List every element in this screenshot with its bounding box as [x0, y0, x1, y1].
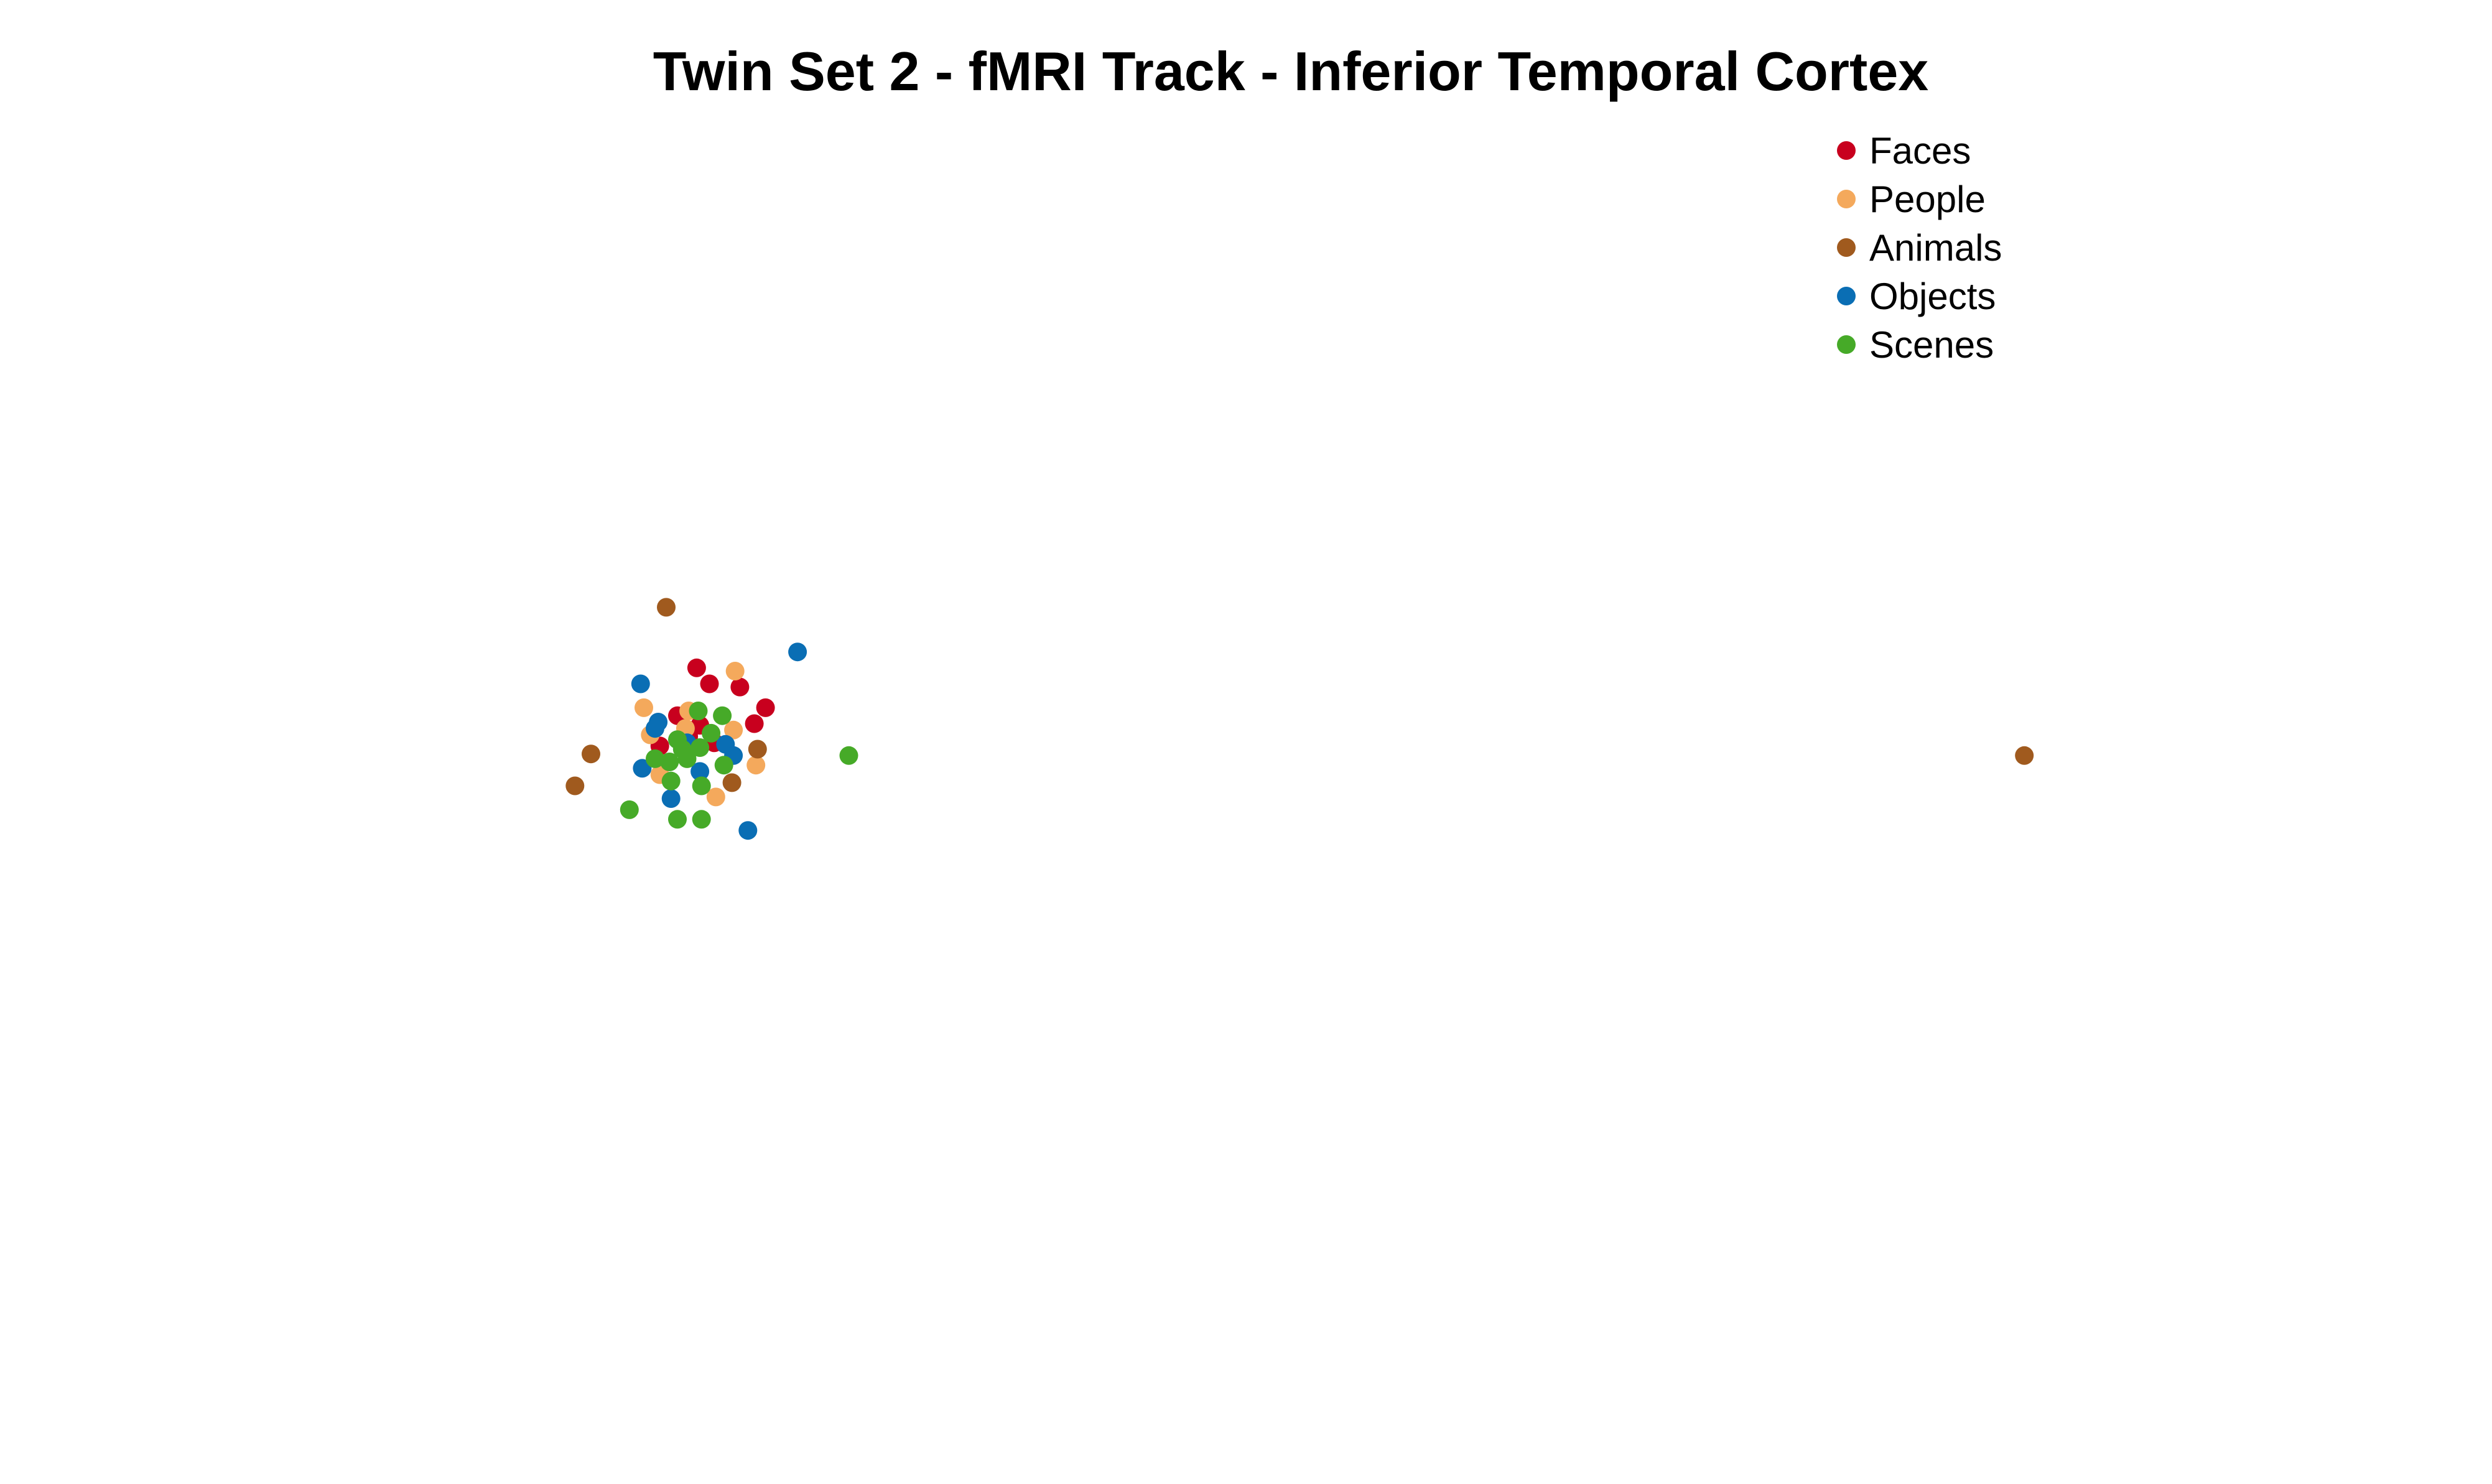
data-point-faces-0	[687, 658, 706, 677]
legend-label-faces: Faces	[1869, 130, 1971, 172]
legend-label-animals: Animals	[1869, 227, 2002, 269]
data-point-animals-5	[2015, 746, 2034, 765]
data-point-people-0	[725, 662, 745, 680]
data-point-animals-3	[748, 740, 767, 759]
data-point-faces-1	[700, 674, 719, 693]
data-point-scenes-2	[702, 723, 721, 743]
data-point-people-1	[635, 698, 653, 717]
data-point-people-5	[746, 756, 766, 775]
data-point-objects-6	[633, 759, 652, 778]
data-point-scenes-8	[714, 756, 733, 775]
data-point-objects-3	[646, 719, 664, 738]
data-point-objects-0	[788, 642, 807, 662]
chart-title: Twin Set 2 - fMRI Track - Inferior Tempo…	[653, 40, 1928, 102]
legend-label-objects: Objects	[1869, 276, 1996, 317]
data-point-scenes-1	[713, 706, 732, 725]
data-point-scenes-13	[668, 810, 687, 829]
legend-marker-people	[1837, 190, 1856, 208]
data-point-animals-2	[565, 776, 585, 795]
legend-label-people: People	[1869, 179, 1986, 220]
data-point-objects-1	[631, 674, 650, 693]
data-point-scenes-12	[620, 800, 639, 819]
data-point-scenes-14	[692, 810, 711, 829]
legend-label-scenes: Scenes	[1869, 324, 1994, 366]
data-point-faces-3	[756, 698, 775, 717]
data-point-objects-9	[738, 821, 758, 840]
legend-marker-scenes	[1837, 335, 1856, 354]
data-point-animals-0	[657, 598, 676, 617]
data-point-scenes-6	[660, 753, 679, 771]
data-point-faces-4	[745, 714, 764, 733]
data-point-scenes-7	[646, 749, 664, 768]
data-point-animals-1	[582, 744, 600, 764]
data-point-scenes-4	[690, 738, 710, 757]
data-point-scenes-15	[672, 740, 692, 759]
legend-marker-animals	[1837, 238, 1856, 257]
legend: Faces People Animals Objects Scenes	[1837, 130, 2002, 366]
data-point-scenes-0	[689, 702, 708, 720]
data-point-people-7	[706, 787, 725, 807]
data-point-faces-2	[730, 677, 750, 697]
data-point-scenes-10	[692, 776, 711, 795]
data-points	[565, 598, 2034, 840]
legend-marker-faces	[1837, 141, 1856, 160]
data-point-people-3	[724, 720, 743, 740]
data-point-scenes-11	[839, 746, 858, 765]
data-point-scenes-9	[661, 771, 681, 791]
data-point-objects-8	[661, 789, 681, 808]
legend-marker-objects	[1837, 287, 1856, 305]
data-point-animals-4	[722, 773, 742, 792]
data-point-objects-7	[690, 762, 710, 781]
